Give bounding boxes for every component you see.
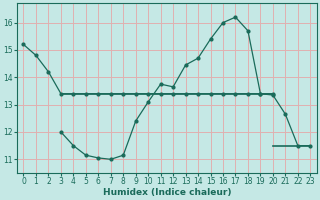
X-axis label: Humidex (Indice chaleur): Humidex (Indice chaleur) xyxy=(103,188,231,197)
